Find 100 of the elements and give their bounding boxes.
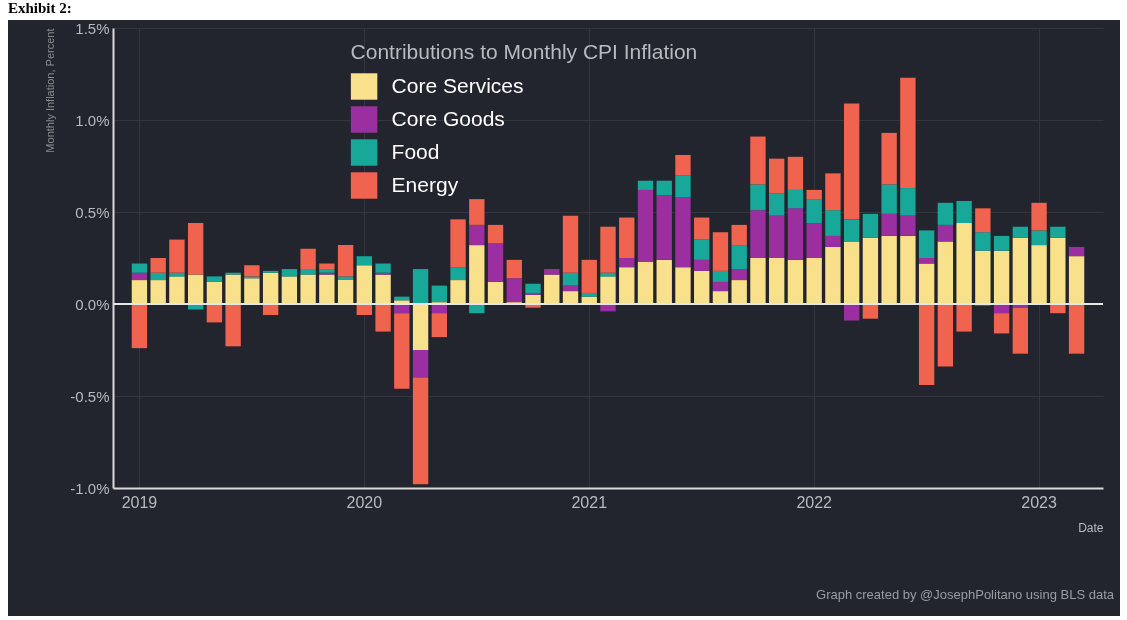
bar: [806, 258, 822, 304]
y-tick-label: -1.0%: [70, 479, 110, 497]
bar: [900, 77, 916, 189]
bar: [712, 291, 729, 304]
legend-label: Food: [391, 139, 440, 163]
bar: [319, 274, 335, 304]
bar: [600, 276, 616, 304]
bar: [993, 250, 1010, 304]
bar: [694, 217, 710, 240]
bar: [881, 235, 897, 304]
y-tick-label: 0.0%: [75, 295, 110, 313]
x-axis-title: Date: [1078, 520, 1104, 535]
bar: [675, 175, 691, 198]
bar: [131, 304, 148, 349]
bar: [787, 156, 804, 190]
legend-label: Energy: [391, 172, 459, 196]
bar: [712, 232, 729, 271]
bar: [394, 313, 410, 389]
bar: [412, 350, 429, 378]
bar: [712, 270, 729, 282]
bar: [993, 235, 1010, 251]
bar: [787, 189, 804, 209]
bar: [806, 199, 822, 224]
bar: [281, 269, 298, 277]
bar: [862, 237, 879, 304]
bar: [412, 377, 429, 485]
bar: [881, 213, 897, 236]
bar: [337, 245, 354, 277]
bar: [825, 173, 841, 211]
bar: [712, 281, 729, 292]
bar: [394, 304, 410, 314]
bar: [356, 265, 373, 304]
bar: [769, 193, 785, 216]
bar: [843, 219, 860, 242]
bar: [469, 224, 485, 246]
bar: [675, 267, 691, 304]
bar: [544, 269, 560, 275]
bar: [581, 292, 597, 297]
bar: [1050, 226, 1066, 238]
bar: [300, 269, 316, 275]
bar: [937, 224, 954, 242]
bar: [375, 263, 391, 273]
bar: [750, 210, 766, 258]
bar: [637, 189, 654, 262]
bar: [843, 304, 860, 321]
bar: [450, 267, 466, 281]
bar: [975, 232, 991, 251]
bar: [769, 158, 785, 194]
bar: [525, 283, 541, 293]
bar: [619, 267, 635, 304]
bar: [956, 200, 972, 224]
text: Exhibit 2:: [8, 0, 72, 17]
bar: [619, 217, 635, 258]
bar: [750, 136, 766, 185]
bar: [206, 276, 223, 282]
bar: [918, 263, 935, 304]
bar: [862, 304, 879, 319]
bar: [450, 280, 466, 304]
bar: [1012, 237, 1029, 304]
bar: [431, 313, 447, 338]
bar: [206, 281, 223, 304]
bar: [656, 180, 672, 196]
bar: [525, 294, 541, 304]
y-tick-label: -0.5%: [70, 387, 110, 405]
bar: [881, 132, 897, 185]
bar: [731, 280, 747, 304]
bar: [787, 259, 804, 304]
bar: [825, 246, 841, 304]
bar: [300, 274, 316, 304]
bar: [937, 202, 954, 225]
legend-label: Core Goods: [391, 106, 505, 130]
bar: [862, 213, 879, 238]
legend-label: Core Services: [391, 73, 524, 97]
y-tick-label: 1.5%: [75, 19, 110, 37]
bar: [562, 215, 579, 273]
bar: [1012, 226, 1029, 238]
bar: [637, 180, 654, 190]
bar: [431, 285, 447, 303]
bar: [769, 215, 785, 258]
bar: [375, 274, 391, 304]
bar: [769, 258, 785, 304]
bar: [206, 304, 223, 323]
bar: [975, 208, 991, 233]
bar: [150, 272, 166, 281]
bar: [150, 280, 166, 304]
bar: [356, 256, 373, 266]
bar: [806, 189, 822, 200]
bar: [337, 280, 354, 304]
bar: [487, 224, 504, 244]
bar: [244, 265, 260, 277]
bar: [1031, 202, 1047, 231]
y-tick-label: 0.5%: [75, 203, 110, 221]
bar: [993, 313, 1010, 334]
bar: [469, 245, 485, 304]
bar: [225, 304, 241, 347]
bar: [131, 272, 148, 281]
bar: [787, 208, 804, 260]
bar: [150, 258, 166, 273]
bar: [1068, 246, 1085, 257]
bar: [562, 272, 579, 286]
